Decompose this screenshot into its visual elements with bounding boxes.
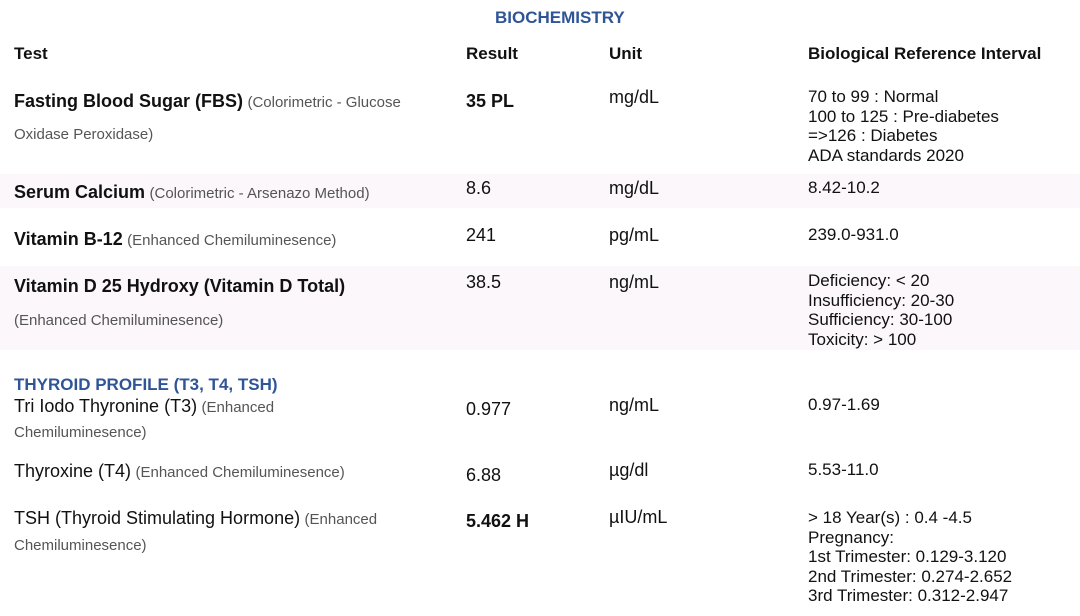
test-method: (Colorimetric - Glucose xyxy=(247,94,401,111)
test-name: Vitamin D 25 Hydroxy (Vitamin D Total) xyxy=(14,276,346,296)
result-value: 35 PL xyxy=(466,91,515,111)
test-method: (Colorimetric - Arsenazo Method) xyxy=(149,185,370,202)
table-row: TSH (Thyroid Stimulating Hormone) (Enhan… xyxy=(14,508,377,529)
test-method: (Enhanced xyxy=(304,511,378,528)
table-row: Thyroxine (T4) (Enhanced Chemiluminesenc… xyxy=(14,461,345,482)
reference-interval: > 18 Year(s) : 0.4 -4.5 Pregnancy: 1st T… xyxy=(808,508,1012,606)
ref-line: 8.42-10.2 xyxy=(808,178,880,197)
result-value: 241 xyxy=(466,225,497,245)
unit-value: mg/dL xyxy=(609,87,660,107)
test-method: (Enhanced xyxy=(201,399,275,416)
ref-line: 3rd Trimester: 0.312-2.947 xyxy=(808,586,1009,605)
ref-line: ADA standards 2020 xyxy=(808,145,964,165)
row-shade-calcium xyxy=(0,174,1080,208)
unit-value: ng/mL xyxy=(609,272,660,292)
unit-value: µg/dl xyxy=(609,460,649,480)
ref-line: 1st Trimester: 0.129-3.120 xyxy=(808,547,1007,566)
ref-line: 5.53-11.0 xyxy=(808,460,879,479)
unit-value: µIU/mL xyxy=(609,507,668,527)
row-shade-vitd xyxy=(0,266,1080,350)
header-reference: Biological Reference Interval xyxy=(808,44,1042,63)
ref-line: 2nd Trimester: 0.274-2.652 xyxy=(808,566,1013,586)
reference-interval: Deficiency: < 20 Insufficiency: 20-30 Su… xyxy=(808,271,954,349)
reference-interval: 0.97-1.69 xyxy=(808,395,880,415)
ref-line: Deficiency: < 20 xyxy=(808,271,930,290)
unit-value: pg/mL xyxy=(609,225,660,245)
result-value: 8.6 xyxy=(466,178,492,198)
ref-line: 100 to 125 : Pre-diabetes xyxy=(808,106,999,126)
reference-interval: 8.42-10.2 xyxy=(808,178,880,198)
ref-line: =>126 : Diabetes xyxy=(808,126,938,145)
ref-line: Sufficiency: 30-100 xyxy=(808,310,953,329)
header-unit: Unit xyxy=(609,44,643,63)
test-name: Serum Calcium xyxy=(14,182,146,202)
section-title-biochemistry: BIOCHEMISTRY xyxy=(495,8,625,27)
reference-interval: 5.53-11.0 xyxy=(808,460,879,480)
ref-line: 0.97-1.69 xyxy=(808,395,880,414)
unit-value: mg/dL xyxy=(609,178,660,198)
ref-line: Insufficiency: 20-30 xyxy=(808,290,955,310)
test-name: Vitamin B-12 xyxy=(14,229,123,249)
table-row: Fasting Blood Sugar (FBS) (Colorimetric … xyxy=(14,91,401,112)
ref-line: > 18 Year(s) : 0.4 -4.5 xyxy=(808,508,972,527)
test-name: Fasting Blood Sugar (FBS) xyxy=(14,91,243,111)
ref-line: Pregnancy: xyxy=(808,527,894,547)
section-title-thyroid: THYROID PROFILE (T3, T4, TSH) xyxy=(14,375,278,394)
table-row: Tri Iodo Thyronine (T3) (Enhanced xyxy=(14,396,274,417)
test-name: TSH (Thyroid Stimulating Hormone) xyxy=(14,508,301,528)
test-method-cont: Oxidase Peroxidase) xyxy=(14,126,154,143)
test-method: (Enhanced Chemiluminesence) xyxy=(14,312,224,329)
header-result: Result xyxy=(466,44,518,63)
result-value: 0.977 xyxy=(466,399,512,419)
test-method: (Enhanced Chemiluminesence) xyxy=(135,464,345,481)
header-test: Test xyxy=(14,44,48,63)
test-name: Tri Iodo Thyronine (T3) xyxy=(14,396,198,416)
test-name: Thyroxine (T4) xyxy=(14,461,132,481)
test-method-cont: Chemiluminesence) xyxy=(14,424,147,441)
result-value: 5.462 H xyxy=(466,511,530,531)
test-method: (Enhanced Chemiluminesence) xyxy=(127,232,337,249)
ref-line: 70 to 99 : Normal xyxy=(808,87,939,106)
ref-line: Toxicity: > 100 xyxy=(808,329,917,349)
table-row: Vitamin B-12 (Enhanced Chemiluminesence) xyxy=(14,229,336,250)
table-row: Serum Calcium (Colorimetric - Arsenazo M… xyxy=(14,182,370,203)
reference-interval: 70 to 99 : Normal 100 to 125 : Pre-diabe… xyxy=(808,87,999,165)
result-value: 38.5 xyxy=(466,272,502,292)
reference-interval: 239.0-931.0 xyxy=(808,225,899,245)
result-value: 6.88 xyxy=(466,465,502,485)
ref-line: 239.0-931.0 xyxy=(808,225,899,244)
test-method-cont: Chemiluminesence) xyxy=(14,537,147,554)
unit-value: ng/mL xyxy=(609,395,660,415)
